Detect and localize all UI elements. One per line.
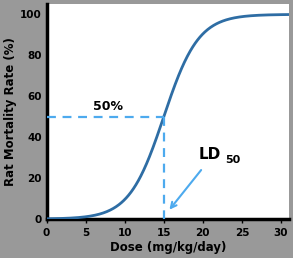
X-axis label: Dose (mg/kg/day): Dose (mg/kg/day) — [110, 241, 226, 254]
Text: 50: 50 — [225, 155, 240, 165]
Y-axis label: Rat Mortality Rate (%): Rat Mortality Rate (%) — [4, 37, 17, 186]
Text: 50%: 50% — [93, 100, 123, 113]
Text: LD: LD — [199, 147, 221, 162]
